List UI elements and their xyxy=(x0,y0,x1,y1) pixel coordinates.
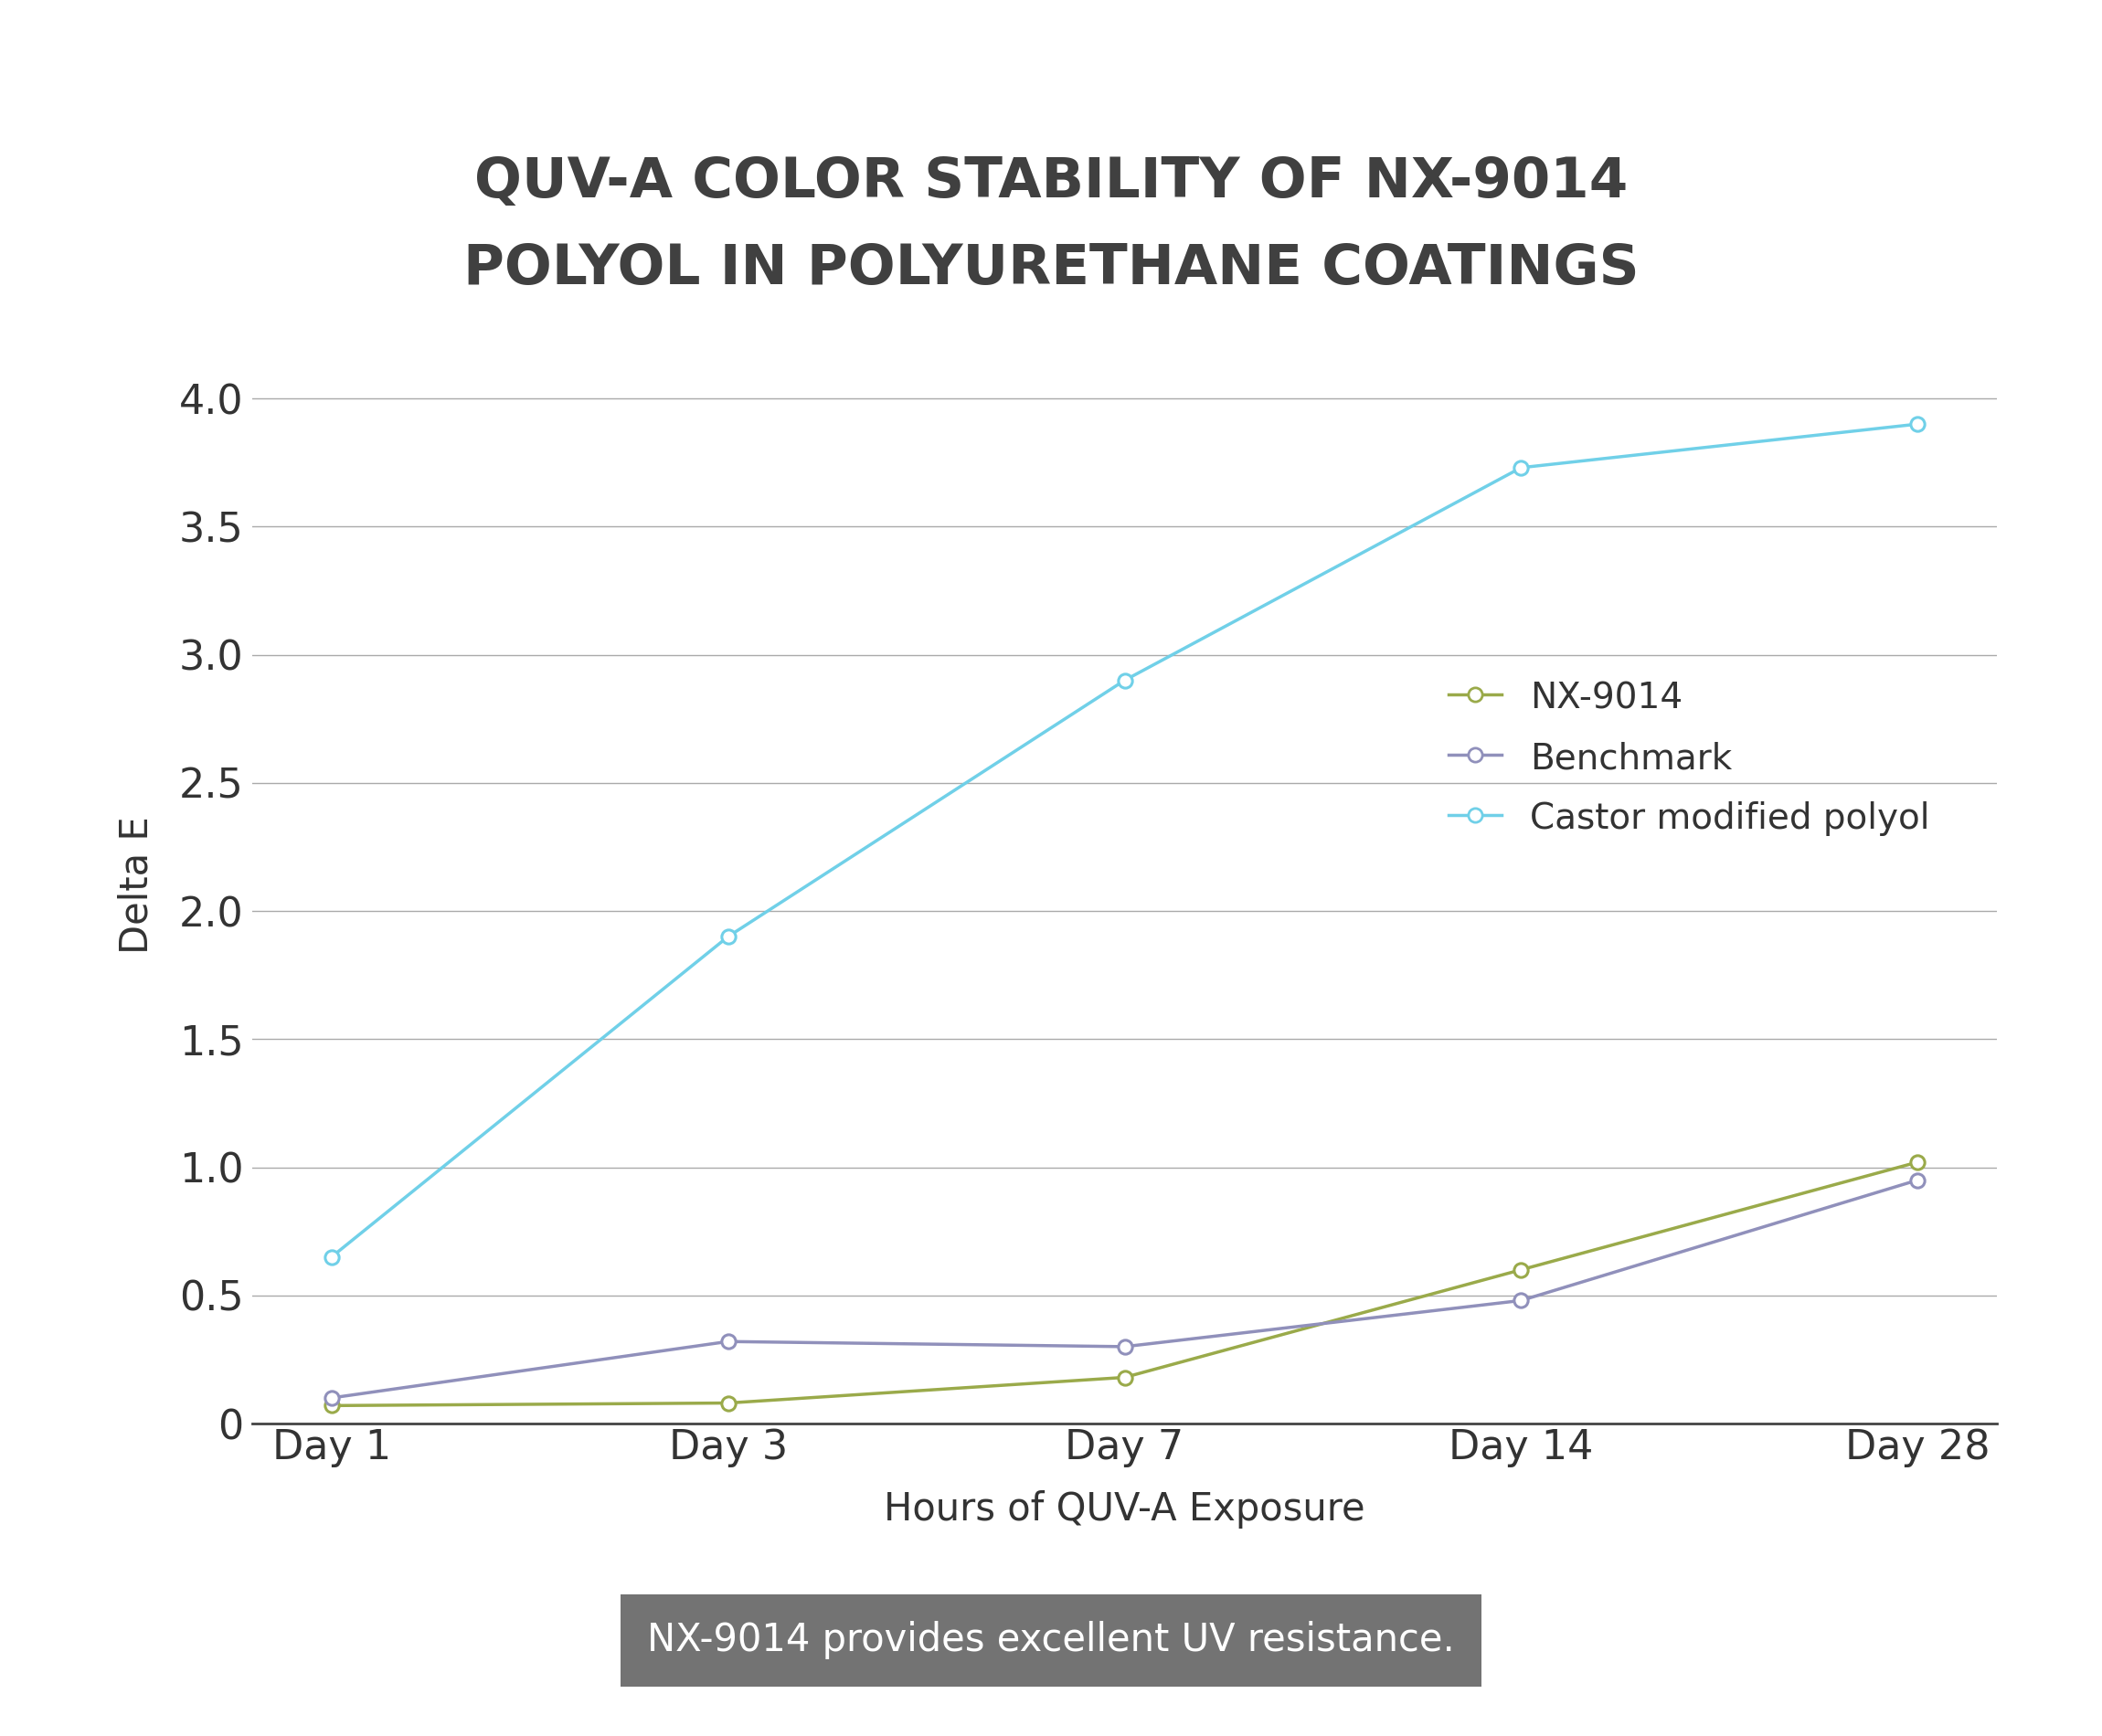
NX-9014 xyxy=(1112,1366,1137,1387)
Line: NX-9014: NX-9014 xyxy=(324,1154,1925,1413)
X-axis label: Hours of QUV-A Exposure: Hours of QUV-A Exposure xyxy=(885,1489,1364,1528)
Text: POLYOL IN POLYURETHANE COATINGS: POLYOL IN POLYURETHANE COATINGS xyxy=(462,241,1640,297)
Benchmark xyxy=(715,1332,740,1352)
Line: Benchmark: Benchmark xyxy=(324,1174,1925,1404)
Benchmark xyxy=(1112,1337,1137,1358)
NX-9014 xyxy=(1904,1151,1930,1172)
Benchmark xyxy=(1904,1170,1930,1191)
NX-9014 xyxy=(320,1396,345,1417)
Castor modified polyol xyxy=(715,927,740,948)
Text: QUV-A COLOR STABILITY OF NX-9014: QUV-A COLOR STABILITY OF NX-9014 xyxy=(475,155,1627,210)
Castor modified polyol xyxy=(1509,457,1534,477)
Y-axis label: Delta E: Delta E xyxy=(118,816,156,955)
NX-9014 xyxy=(1509,1259,1534,1279)
Benchmark xyxy=(1509,1290,1534,1311)
Text: NX-9014 provides excellent UV resistance.: NX-9014 provides excellent UV resistance… xyxy=(647,1621,1455,1660)
Castor modified polyol xyxy=(320,1246,345,1267)
Castor modified polyol xyxy=(1904,413,1930,434)
Legend: NX-9014, Benchmark, Castor modified polyol: NX-9014, Benchmark, Castor modified poly… xyxy=(1434,667,1944,851)
Line: Castor modified polyol: Castor modified polyol xyxy=(324,417,1925,1264)
NX-9014 xyxy=(715,1392,740,1413)
Castor modified polyol xyxy=(1112,670,1137,691)
Benchmark xyxy=(320,1387,345,1408)
